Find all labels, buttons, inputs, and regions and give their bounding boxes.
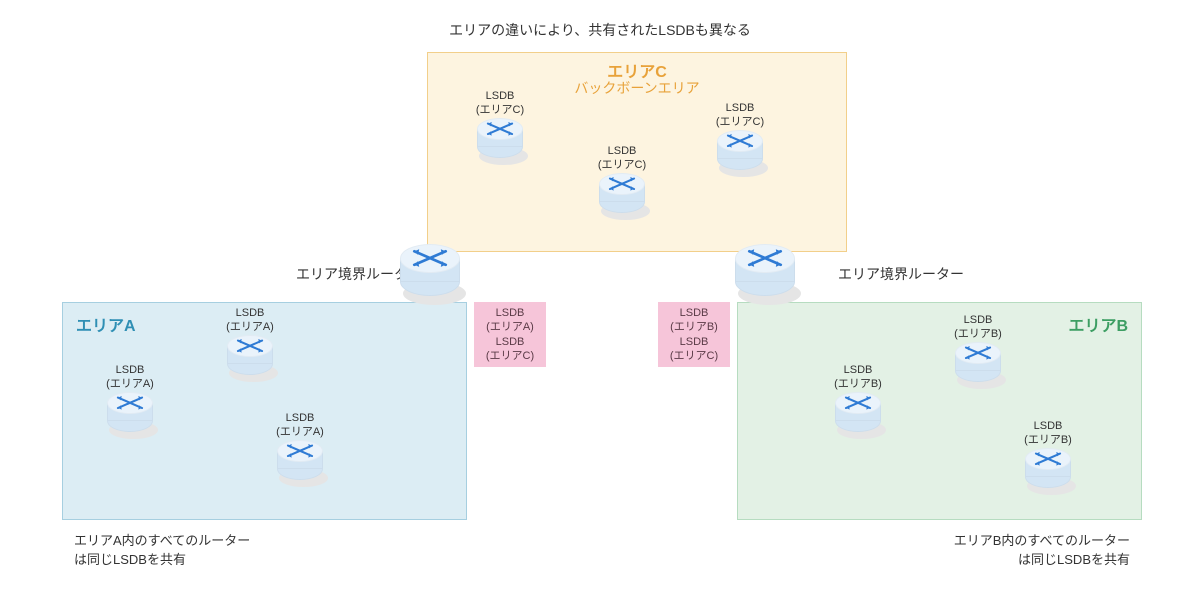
router-label: LSDB(エリアC) <box>476 90 524 118</box>
lsdb-box-left: LSDB (エリアA) LSDB (エリアC) <box>474 302 546 367</box>
abr-right-label: エリア境界ルーター <box>838 264 964 284</box>
area-b-caption: エリアB内のすべてのルーター は同じLSDBを共有 <box>954 530 1130 568</box>
area-b-caption-line1: エリアB内のすべてのルーター <box>954 533 1130 548</box>
area-a-title: エリアA <box>76 312 136 336</box>
router-icon <box>107 392 153 432</box>
header-caption: エリアの違いにより、共有されたLSDBも異なる <box>449 20 751 40</box>
router-icon <box>717 130 763 170</box>
router-label: LSDB(エリアB) <box>834 364 882 392</box>
router-label: LSDB(エリアA) <box>106 364 154 392</box>
router-icon <box>400 244 460 296</box>
area-a-caption-line2: は同じLSDBを共有 <box>74 552 186 567</box>
lsdb-box-right-l3: (エリアC) <box>670 350 718 362</box>
lsdb-box-left-l2: LSDB <box>496 336 525 348</box>
area-a-caption-line1: エリアA内のすべてのルーター <box>74 533 250 548</box>
router-icon <box>599 173 645 213</box>
router-icon <box>277 440 323 480</box>
lsdb-box-right-l2: LSDB <box>680 336 709 348</box>
router-icon <box>477 118 523 158</box>
router-icon <box>735 244 795 296</box>
router-icon <box>835 392 881 432</box>
area-b-caption-line2: は同じLSDBを共有 <box>1018 552 1130 567</box>
router-label: LSDB(エリアC) <box>716 102 764 130</box>
lsdb-box-right-l0: LSDB <box>680 307 709 319</box>
area-b-title: エリアB <box>1068 312 1128 336</box>
header-caption-text: エリアの違いにより、共有されたLSDBも異なる <box>449 22 751 38</box>
lsdb-box-left-l3: (エリアC) <box>486 350 534 362</box>
area-a-caption: エリアA内のすべてのルーター は同じLSDBを共有 <box>74 530 250 568</box>
router-label: LSDB(エリアB) <box>954 314 1002 342</box>
lsdb-box-right-l1: (エリアB) <box>670 321 718 333</box>
router-label: LSDB(エリアB) <box>1024 420 1072 448</box>
lsdb-box-right: LSDB (エリアB) LSDB (エリアC) <box>658 302 730 367</box>
lsdb-box-left-l0: LSDB <box>496 307 525 319</box>
router-icon <box>1025 448 1071 488</box>
router-icon <box>955 342 1001 382</box>
router-label: LSDB(エリアC) <box>598 145 646 173</box>
router-icon <box>227 335 273 375</box>
router-label: LSDB(エリアA) <box>276 412 324 440</box>
area-c-subtitle: バックボーンエリア <box>574 78 699 98</box>
router-label: LSDB(エリアA) <box>226 307 274 335</box>
lsdb-box-left-l1: (エリアA) <box>486 321 534 333</box>
